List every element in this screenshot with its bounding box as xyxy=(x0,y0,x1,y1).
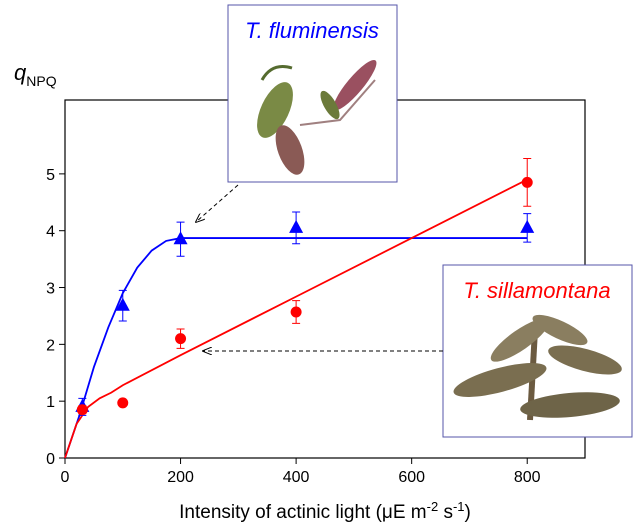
data-point xyxy=(520,219,535,233)
y-tick-label: 4 xyxy=(46,224,55,241)
x-tick-label: 400 xyxy=(283,469,310,486)
data-point xyxy=(290,306,302,318)
x-axis-label-part: s xyxy=(438,502,453,523)
x-axis-label-part: -1 xyxy=(453,499,465,514)
y-axis-label-symbol: q xyxy=(14,60,27,85)
data-point xyxy=(289,219,304,233)
x-axis-label-part: ) xyxy=(465,502,471,523)
y-axis-label-subscript: NPQ xyxy=(26,73,56,89)
data-point xyxy=(173,231,188,245)
inset-label: T. sillamontana xyxy=(463,278,610,303)
x-axis-label: Intensity of actinic light (μE m-2 s-1) xyxy=(179,499,471,523)
y-tick-label: 2 xyxy=(46,337,55,354)
y-axis-label: qNPQ xyxy=(14,60,57,89)
x-tick-label: 0 xyxy=(61,469,70,486)
data-point xyxy=(76,404,88,416)
x-tick-label: 200 xyxy=(167,469,194,486)
data-point xyxy=(117,397,129,409)
y-tick-label: 3 xyxy=(46,281,55,298)
x-tick-label: 800 xyxy=(514,469,541,486)
inset-fluminensis xyxy=(227,4,398,183)
y-tick-label: 1 xyxy=(46,394,55,411)
inset-label: T. fluminensis xyxy=(245,18,379,43)
x-axis-label-part: -2 xyxy=(427,499,439,514)
data-point xyxy=(115,297,130,311)
x-axis-label-part: Intensity of actinic light (μE m xyxy=(179,502,426,523)
y-tick-label: 5 xyxy=(46,167,55,184)
plot-area: 0 200 400 600 800 0 1 2 3 4 5 xyxy=(46,99,586,486)
pointer-arrow xyxy=(196,184,239,222)
inset-sillamontana xyxy=(442,264,633,438)
x-tick-label: 600 xyxy=(398,469,425,486)
data-point xyxy=(175,333,187,345)
y-tick-label: 0 xyxy=(46,451,55,468)
fit-line xyxy=(64,237,528,459)
data-point xyxy=(521,176,533,188)
